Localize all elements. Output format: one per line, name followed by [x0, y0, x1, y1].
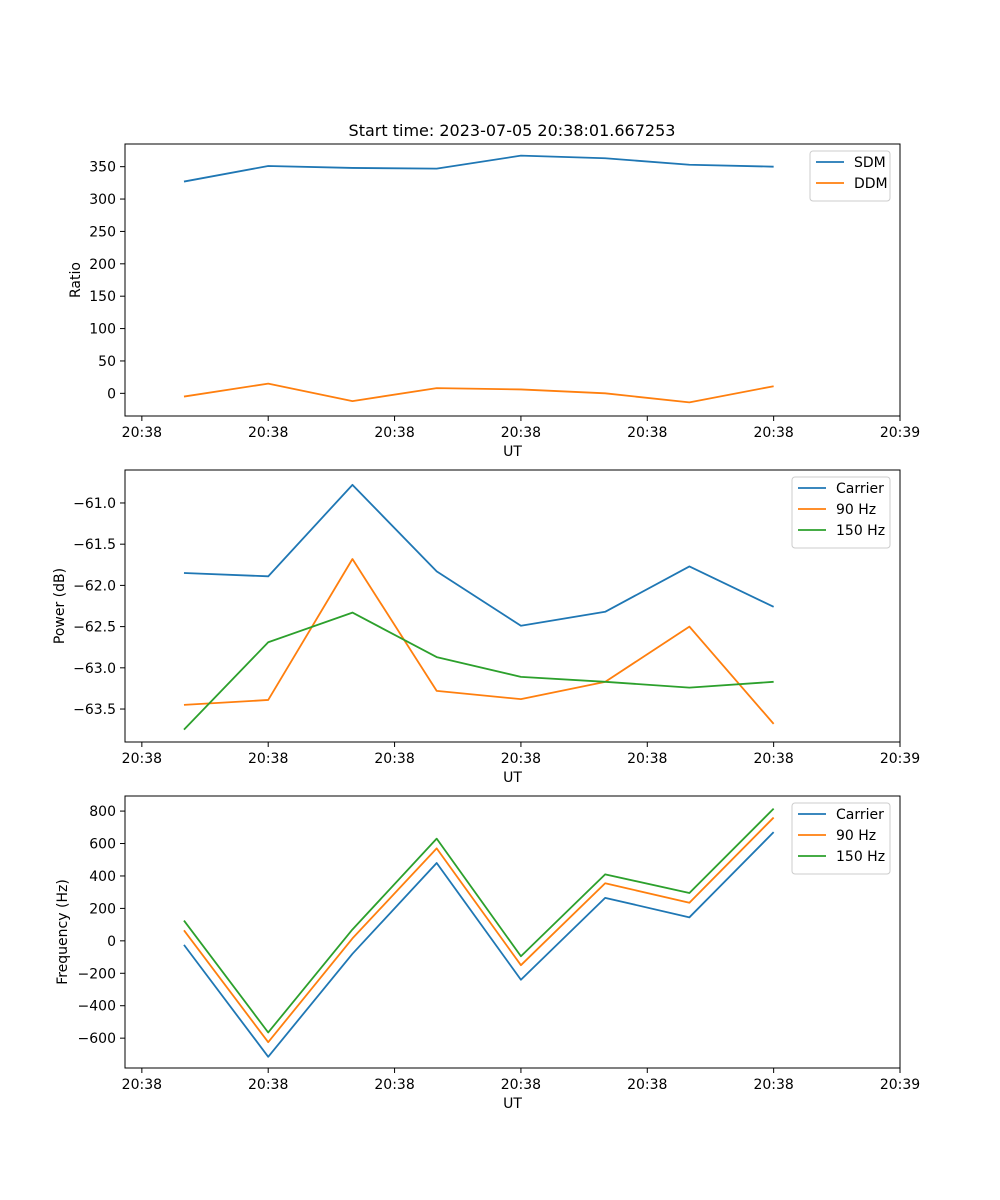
power-legend-label: 90 Hz [836, 502, 876, 518]
frequency-y-axis-label: Frequency (Hz) [55, 879, 71, 985]
power-y-tick-label: −62.5 [73, 620, 116, 636]
ratio-legend-label: DDM [854, 176, 888, 192]
ratio-series-sdm-line [183, 154, 774, 183]
power-x-tick-label: 20:38 [627, 751, 667, 767]
frequency-panel: 20:38 20:38 20:38 20:38 20:38 20:38 20:39 −600 −… [55, 795, 920, 1112]
frequency-x-tick-label: 20:38 [374, 1077, 414, 1093]
frequency-y-tick-label: −600 [78, 1031, 116, 1047]
ratio-x-tick-label: 20:39 [880, 425, 920, 441]
ratio-y-tick-label: 350 [89, 160, 116, 176]
ratio-x-axis-label: UT [503, 444, 522, 460]
frequency-y-tick-label: 600 [89, 837, 116, 853]
frequency-x-tick-label: 20:38 [122, 1077, 162, 1093]
frequency-x-tick-label: 20:38 [753, 1077, 793, 1093]
frequency-y-tick-label: 800 [89, 804, 116, 820]
ratio-y-tick-label: 100 [89, 322, 116, 338]
ratio-x-tick-label: 20:38 [753, 425, 793, 441]
frequency-legend-label: Carrier [836, 807, 884, 823]
power-panel: 20:38 20:38 20:38 20:38 20:38 20:38 20:39 −63.5… [52, 469, 920, 786]
ratio-y-tick-label: 300 [89, 192, 116, 208]
ratio-legend-label: SDM [854, 155, 886, 171]
frequency-axes-frame [124, 795, 901, 1069]
frequency-legend-label: 90 Hz [836, 828, 876, 844]
frequency-x-tick-label: 20:38 [501, 1077, 541, 1093]
ratio-y-tick-label: 250 [89, 224, 116, 240]
power-legend-label: 150 Hz [836, 523, 885, 539]
figure-title: Start time: 2023-07-05 20:38:01.667253 [349, 121, 676, 140]
frequency-x-tick-label: 20:38 [627, 1077, 667, 1093]
power-series-carrier-line [183, 483, 775, 627]
power-x-tick-label: 20:38 [501, 751, 541, 767]
frequency-legend-label: 150 Hz [836, 849, 885, 865]
ratio-legend [809, 150, 891, 202]
power-legend-label: Carrier [836, 481, 884, 497]
ratio-y-axis-label: Ratio [68, 262, 84, 298]
power-y-tick-label: −62.0 [73, 578, 116, 594]
power-x-tick-label: 20:38 [374, 751, 414, 767]
power-y-tick-label: −61.5 [73, 537, 116, 553]
power-axes-frame [124, 469, 901, 743]
power-y-tick-label: −63.0 [73, 661, 116, 677]
frequency-y-tick-label: 200 [89, 901, 116, 917]
ratio-axes-frame [124, 143, 901, 417]
ratio-x-tick-label: 20:38 [248, 425, 288, 441]
ratio-x-tick-label: 20:38 [122, 425, 162, 441]
frequency-x-tick-label: 20:38 [248, 1077, 288, 1093]
frequency-y-tick-label: 0 [107, 934, 116, 950]
power-series-90-hz-line [183, 558, 775, 725]
frequency-series-150-hz-line [183, 808, 775, 1034]
ratio-panel: 20:38 20:38 20:38 20:38 20:38 20:38 20:39 0 50 10… [68, 143, 920, 460]
frequency-x-axis-label: UT [503, 1096, 522, 1112]
frequency-y-tick-label: −400 [78, 999, 116, 1015]
ratio-y-tick-label: 50 [98, 354, 116, 370]
power-x-axis-label: UT [503, 770, 522, 786]
ratio-x-tick-label: 20:38 [501, 425, 541, 441]
frequency-series-90-hz-line [183, 816, 775, 1044]
power-x-tick-label: 20:38 [122, 751, 162, 767]
ratio-y-tick-label: 0 [107, 386, 116, 402]
power-y-tick-label: −61.0 [73, 496, 116, 512]
ratio-series-ddm-line [183, 382, 774, 404]
power-x-tick-label: 20:38 [248, 751, 288, 767]
power-series-150-hz-line [183, 611, 774, 731]
ratio-y-tick-label: 200 [89, 257, 116, 273]
ratio-x-tick-label: 20:38 [627, 425, 667, 441]
ratio-x-tick-label: 20:38 [374, 425, 414, 441]
frequency-series-carrier-line [183, 831, 775, 1058]
frequency-y-tick-label: 400 [89, 869, 116, 885]
power-x-tick-label: 20:39 [880, 751, 920, 767]
power-y-tick-label: −63.5 [73, 702, 116, 718]
frequency-y-tick-label: −200 [78, 966, 116, 982]
ratio-y-tick-label: 150 [89, 289, 116, 305]
power-x-tick-label: 20:38 [753, 751, 793, 767]
power-y-axis-label: Power (dB) [52, 568, 68, 644]
frequency-x-tick-label: 20:39 [880, 1077, 920, 1093]
